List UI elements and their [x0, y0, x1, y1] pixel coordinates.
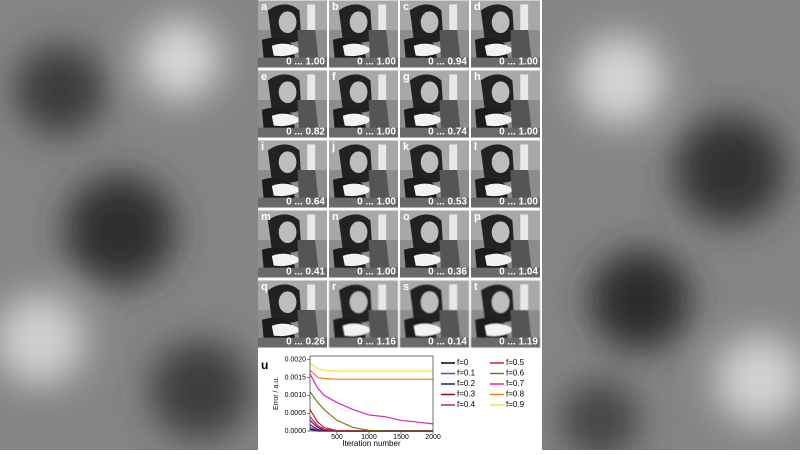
x-tick-label: 1500	[393, 434, 409, 441]
image-panel: k 0 ... 0.53	[400, 140, 469, 208]
image-panel: p 0 ... 1.04	[471, 210, 540, 278]
panel-letter: p	[474, 211, 481, 223]
panel-letter: o	[403, 211, 410, 223]
panel-range: 0 ... 0.94	[428, 57, 467, 68]
image-panel: n 0 ... 1.00	[329, 210, 398, 278]
y-tick-label: 0.0005	[285, 410, 307, 417]
image-panel: j 0 ... 1.00	[329, 140, 398, 208]
panel-range: 0 ... 1.00	[286, 57, 325, 68]
panel-range: 0 ... 0.14	[428, 337, 467, 348]
chart-u: u Error / a.u. Iteration number 0.0000 0.000…	[261, 355, 525, 448]
panel-letter: e	[261, 71, 267, 83]
legend-label: f=0.8	[506, 390, 525, 399]
panel-range: 0 ... 0.36	[428, 267, 467, 278]
image-panel: a 0 ... 1.00	[258, 0, 327, 68]
panel-range: 0 ... 0.53	[428, 197, 467, 208]
image-panel: f 0 ... 1.00	[329, 70, 398, 138]
image-panel: m 0 ... 0.41	[258, 210, 327, 278]
panel-range: 0 ... 1.00	[499, 127, 538, 138]
image-panel: t 0 ... 1.19	[471, 280, 540, 348]
legend-label: f=0.4	[457, 400, 476, 409]
image-panel: o 0 ... 0.36	[400, 210, 469, 278]
y-axis-label: Error / a.u.	[273, 377, 280, 410]
panel-range: 0 ... 1.00	[357, 197, 396, 208]
y-tick-label: 0.0010	[285, 392, 307, 399]
panel-range: 0 ... 0.64	[286, 197, 325, 208]
legend-label: f=0.7	[506, 379, 525, 388]
legend-label: f=0	[457, 358, 469, 367]
panel-letter: j	[331, 141, 335, 153]
panel-letter: t	[474, 281, 478, 293]
panel-letter: i	[261, 141, 264, 153]
image-panel: s 0 ... 0.14	[400, 280, 469, 348]
image-panel: i 0 ... 0.64	[258, 140, 327, 208]
panel-range: 0 ... 0.41	[286, 267, 325, 278]
legend-label: f=0.1	[457, 369, 476, 378]
panel-letter: n	[332, 211, 339, 223]
panel-range: 0 ... 1.00	[357, 267, 396, 278]
panel-range: 0 ... 1.16	[357, 337, 396, 348]
x-tick-label: 1000	[361, 434, 377, 441]
image-panel: l 0 ... 1.00	[471, 140, 540, 208]
panel-letter: m	[261, 211, 271, 223]
panel-range: 0 ... 0.74	[428, 127, 467, 138]
panel-letter: k	[403, 141, 410, 153]
legend-label: f=0.6	[506, 369, 525, 378]
panel-letter: b	[332, 1, 339, 13]
series-line	[309, 369, 433, 380]
panel-letter: h	[474, 71, 481, 83]
blurred-backdrop	[0, 20, 800, 455]
panel-grid: a 0 ... 1.00 b 0 ... 1.00 c 0 ... 0.94 d 0 ... …	[258, 0, 540, 348]
panel-letter: a	[261, 1, 268, 13]
panel-letter: f	[332, 71, 336, 83]
panel-range: 0 ... 1.00	[499, 57, 538, 68]
panel-range: 0 ... 1.00	[357, 57, 396, 68]
y-tick-label: 0.0000	[285, 428, 307, 435]
y-tick-label: 0.0020	[285, 356, 307, 363]
x-axis-label: Iteration number	[342, 439, 401, 448]
x-tick-label: 500	[331, 434, 343, 441]
plot-frame	[309, 355, 434, 432]
panel-range: 0 ... 1.00	[357, 127, 396, 138]
legend-label: f=0.2	[457, 379, 476, 388]
panel-letter: d	[474, 1, 481, 13]
panel-letter: c	[403, 1, 409, 13]
image-panel: d 0 ... 1.00	[471, 0, 540, 68]
legend-label: f=0.3	[457, 390, 476, 399]
series-line	[309, 373, 434, 425]
legend-label: f=0.9	[506, 400, 525, 409]
image-panel: g 0 ... 0.74	[400, 70, 469, 138]
panel-letter: u	[261, 358, 268, 372]
panel-range: 0 ... 1.00	[499, 197, 538, 208]
panel-letter: g	[403, 71, 410, 83]
image-panel: r 0 ... 1.16	[329, 280, 398, 348]
y-tick-label: 0.0015	[285, 374, 307, 381]
panel-letter: l	[474, 141, 477, 153]
image-panel: c 0 ... 0.94	[400, 0, 469, 68]
panel-letter: q	[261, 281, 268, 293]
panel-letter: r	[332, 281, 337, 293]
panel-range: 0 ... 0.26	[286, 337, 325, 348]
x-tick-label: 2000	[425, 434, 441, 441]
panel-range: 0 ... 1.19	[499, 337, 538, 348]
panel-range: 0 ... 1.04	[499, 267, 538, 278]
image-panel: b 0 ... 1.00	[329, 0, 398, 68]
image-panel: h 0 ... 1.00	[471, 70, 540, 138]
panel-range: 0 ... 0.82	[286, 127, 325, 138]
image-panel: q 0 ... 0.26	[258, 280, 327, 348]
image-panel: e 0 ... 0.82	[258, 70, 327, 138]
panel-letter: s	[403, 281, 409, 293]
legend-label: f=0.5	[506, 358, 525, 367]
series-line	[309, 362, 433, 372]
